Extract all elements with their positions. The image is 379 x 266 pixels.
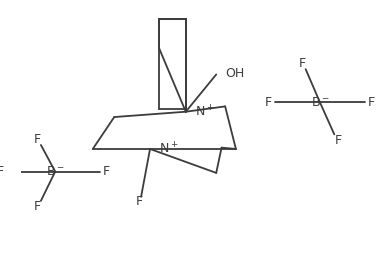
Text: F: F [136, 195, 143, 208]
Text: B$^-$: B$^-$ [46, 165, 64, 178]
Text: F: F [0, 165, 4, 178]
Text: F: F [34, 200, 41, 213]
Text: F: F [334, 134, 341, 147]
Text: N$^+$: N$^+$ [195, 104, 214, 119]
Text: F: F [368, 96, 375, 109]
Text: B$^-$: B$^-$ [310, 96, 329, 109]
Text: OH: OH [225, 67, 244, 80]
Text: F: F [103, 165, 110, 178]
Text: N$^+$: N$^+$ [159, 141, 179, 157]
Text: F: F [34, 133, 41, 146]
Text: F: F [265, 96, 273, 109]
Text: F: F [299, 57, 305, 70]
